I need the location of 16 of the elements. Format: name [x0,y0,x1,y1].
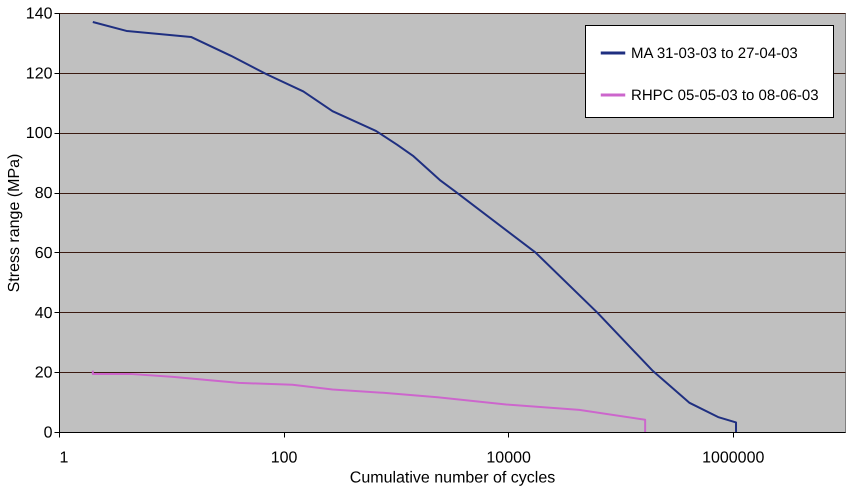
x-tick-label: 1 [60,450,68,466]
y-tick-label: 140 [26,6,53,22]
y-tick-label: 0 [44,424,53,442]
y-tick-label: 60 [34,244,53,262]
legend-label: MA 31-03-03 to 27-04-03 [631,45,798,62]
x-tick-label: 100 [270,450,298,466]
x-tick-label: 10000 [486,450,531,466]
y-tick-label: 100 [26,125,53,142]
y-tick-label: 40 [34,304,53,322]
y-tick-label: 80 [34,185,53,202]
y-tick-label: 120 [26,65,53,82]
legend-label: RHPC 05-05-03 to 08-06-03 [631,87,819,104]
y-tick-label: 20 [34,364,53,382]
y-axis-title: Stress range (MPa) [6,154,23,292]
x-tick-label: 1000000 [702,450,764,466]
x-axis-title: Cumulative number of cycles [350,470,556,486]
